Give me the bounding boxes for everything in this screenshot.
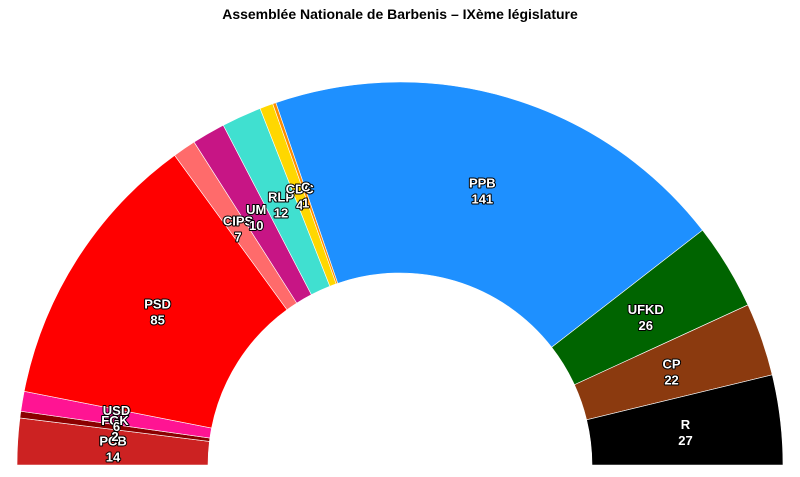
segment-name-cp: CP [663, 357, 681, 372]
segment-name-fgk: FGK [101, 413, 129, 428]
segment-value-c: 1 [302, 195, 309, 210]
segment-value-rlp: 12 [274, 205, 288, 220]
segment-name-cdc: CDC [286, 182, 315, 197]
segment-name-um: UM [246, 202, 266, 217]
segment-value-r: 27 [678, 433, 692, 448]
segment-value-ppb: 141 [471, 192, 493, 207]
segment-r [586, 374, 784, 466]
segment-value-usd: 6 [113, 419, 120, 434]
segments [16, 81, 784, 466]
segment-name-c: C [301, 179, 311, 194]
segment-value-psd: 85 [150, 312, 164, 327]
segment-name-usd: USD [103, 403, 130, 418]
segment-value-ufkd: 26 [639, 318, 653, 333]
segment-value-cp: 22 [664, 373, 678, 388]
segment-name-ufkd: UFKD [628, 302, 664, 317]
segment-value-um: 10 [249, 218, 263, 233]
segment-name-ppb: PPB [469, 176, 496, 191]
segment-name-cips: CIPS [223, 213, 254, 228]
segment-name-r: R [681, 417, 691, 432]
segment-value-pcb: 14 [106, 449, 121, 464]
segment-ppb [275, 81, 703, 348]
segment-psd [23, 154, 288, 429]
segment-name-rlp: RLP [268, 189, 294, 204]
segment-value-cips: 7 [234, 229, 241, 244]
chart-title: Assemblée Nationale de Barbenis – IXème … [222, 6, 578, 22]
segment-value-cdc: 4 [296, 198, 304, 213]
segment-name-pcb: PCB [99, 433, 126, 448]
segment-name-psd: PSD [144, 296, 171, 311]
segment-value-fgk: 2 [111, 429, 118, 444]
